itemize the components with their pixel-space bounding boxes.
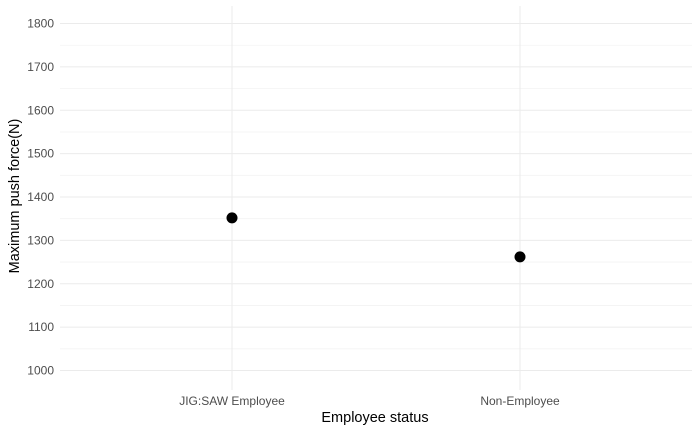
y-tick-label: 1000	[27, 364, 54, 378]
x-tick-label: JIG:SAW Employee	[179, 394, 285, 408]
y-tick-label: 1800	[27, 17, 54, 31]
y-tick-label: 1500	[27, 147, 54, 161]
y-axis-title: Maximum push force(N)	[7, 119, 23, 274]
y-tick-label: 1600	[27, 103, 54, 117]
x-axis-title: Employee status	[321, 410, 428, 426]
grid	[60, 6, 692, 390]
data-points	[226, 212, 526, 263]
y-tick-label: 1300	[27, 233, 54, 247]
data-point	[226, 212, 238, 224]
y-tick-label: 1700	[27, 60, 54, 74]
y-tick-label: 1100	[28, 320, 54, 334]
y-axis-ticks: 1000 1100 1200 1300 1400 1500 1600 1700 1800	[27, 17, 54, 378]
y-tick-label: 1200	[27, 277, 54, 291]
y-tick-label: 1400	[27, 190, 54, 204]
x-tick-label: Non-Employee	[480, 394, 560, 408]
x-axis-ticks: JIG:SAW Employee Non-Employee	[179, 394, 560, 408]
data-point	[514, 251, 526, 263]
